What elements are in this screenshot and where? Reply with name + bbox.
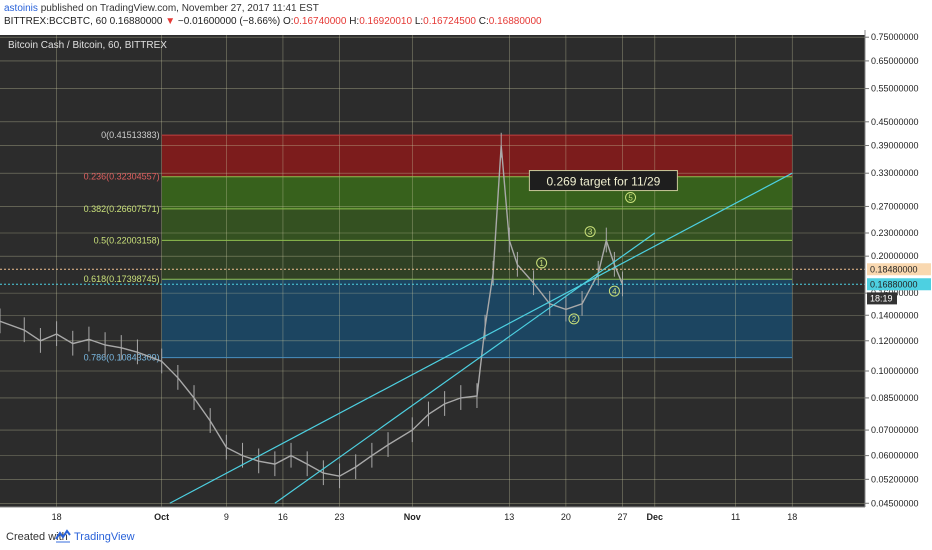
tradingview-logo-icon: [55, 529, 71, 543]
x-tick-label: 27: [617, 512, 627, 522]
x-tick-label: 18: [52, 512, 62, 522]
x-tick-label: 16: [278, 512, 288, 522]
x-axis-panel: [0, 507, 932, 524]
y-tick-label: 0.04500000: [871, 498, 919, 508]
created-with-text: Created with: [6, 531, 68, 543]
price-tag-label: 0.18480000: [870, 264, 918, 274]
x-tick-label: 13: [504, 512, 514, 522]
y-tick-label: 0.75000000: [871, 32, 919, 42]
price-tag-label: 18:19: [870, 293, 893, 303]
x-tick-label: 9: [224, 512, 229, 522]
y-tick-label: 0.20000000: [871, 251, 919, 261]
footer: Created with TradingView: [0, 524, 932, 550]
chart-area[interactable]: 0(0.41513383) 0.236(0.32304557) 0.382(0.26…: [0, 30, 932, 524]
y-tick-label: 0.14000000: [871, 310, 919, 320]
fib-level-label: 0(0.41513383): [101, 130, 160, 140]
x-tick-label: Nov: [404, 512, 421, 522]
y-tick-label: 0.10000000: [871, 366, 919, 376]
high-value: 0.16920010: [359, 16, 413, 27]
down-arrow-icon: ▼: [165, 16, 176, 27]
y-tick-label: 0.27000000: [871, 201, 919, 211]
channel-lower-line: [274, 232, 656, 504]
fib-zone-4: [161, 279, 793, 358]
y-tick-label: 0.45000000: [871, 117, 919, 127]
x-tick-label: 20: [561, 512, 571, 522]
wave-label: 3: [588, 228, 593, 237]
x-tick-label: Oct: [154, 512, 169, 522]
fib-zone-3: [161, 240, 793, 280]
open-value: 0.16740000: [293, 16, 347, 27]
low-value: 0.16724500: [423, 16, 476, 27]
open-label: O:: [283, 16, 294, 27]
y-tick-label: 0.55000000: [871, 84, 919, 94]
chart-title: Bitcoin Cash / Bitcoin, 60, BITTREX: [8, 40, 167, 51]
price-series-line: [0, 145, 624, 477]
x-tick-label: Dec: [647, 512, 664, 522]
fib-zone-2: [161, 208, 793, 241]
published-text: published on TradingView.com, November 2…: [40, 3, 319, 14]
y-tick-label: 0.33000000: [871, 168, 919, 178]
fib-level-label: 0.5(0.22003158): [94, 235, 160, 245]
wave-label: 5: [628, 193, 633, 202]
fib-zone-1: [161, 176, 793, 209]
y-tick-label: 0.12000000: [871, 336, 919, 346]
author-link[interactable]: astoinis: [4, 3, 38, 14]
x-tick-label: 18: [787, 512, 797, 522]
price-tag-label: 0.16880000: [870, 279, 918, 289]
x-tick-label: 23: [335, 512, 345, 522]
wave-label: 1: [539, 259, 544, 268]
price-tag: [867, 278, 931, 291]
y-tick-label: 0.23000000: [871, 228, 919, 238]
wave-marker: [568, 313, 580, 325]
symbol-label: BITTREX:BCCBTC, 60: [4, 16, 107, 27]
wave-label: 2: [572, 315, 577, 324]
y-tick-label: 0.05200000: [871, 474, 919, 484]
annotation-box: [528, 170, 678, 192]
price-change: −0.01600000 (−8.66%): [177, 16, 281, 27]
y-tick-label: 0.07000000: [871, 425, 919, 435]
tradingview-brand-link[interactable]: TradingView: [74, 531, 135, 543]
last-price: 0.16880000: [109, 16, 163, 27]
wave-label: 4: [612, 287, 617, 296]
channel-upper-line: [169, 172, 793, 504]
publish-info: astoinis published on TradingView.com, N…: [4, 3, 319, 14]
high-label: H:: [349, 16, 360, 27]
fib-level-label: 0.236(0.32304557): [84, 172, 160, 182]
x-tick-label: 11: [731, 512, 740, 522]
fib-zone-0: [161, 135, 793, 177]
close-value: 0.16880000: [488, 16, 542, 27]
price-tag: [867, 263, 931, 276]
annotation-text: 0.269 target for 11/29: [546, 175, 660, 189]
fib-level-label: 0.618(0.17398745): [84, 274, 160, 284]
low-label: L:: [414, 16, 424, 27]
y-tick-label: 0.06000000: [871, 451, 919, 461]
price-tag: [867, 292, 897, 305]
fib-level-label: 0.382(0.26607571): [84, 204, 160, 214]
plot-background: [0, 35, 865, 507]
wave-marker: [608, 285, 620, 297]
y-tick-label: 0.08500000: [871, 393, 919, 403]
wave-marker: [625, 191, 637, 203]
wave-marker: [536, 257, 548, 269]
close-label: C:: [478, 16, 489, 27]
y-tick-label: 0.65000000: [871, 56, 919, 66]
wave-marker: [584, 226, 596, 238]
y-tick-label: 0.39000000: [871, 141, 919, 151]
ohlc-line: BITTREX:BCCBTC, 60 0.16880000 ▼ −0.01600…: [4, 16, 542, 27]
price-chart[interactable]: 0(0.41513383) 0.236(0.32304557) 0.382(0.26…: [0, 30, 932, 524]
chart-header: astoinis published on TradingView.com, N…: [0, 0, 932, 30]
